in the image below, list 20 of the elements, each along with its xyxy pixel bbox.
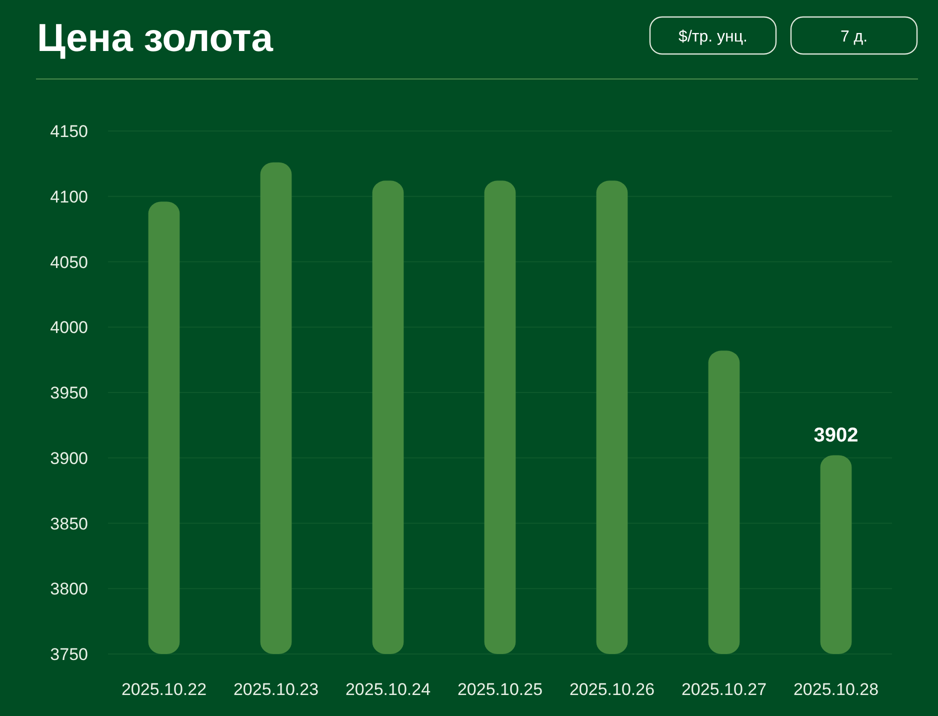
data-label: 3902	[814, 424, 858, 446]
text: 7 д.	[840, 28, 868, 46]
x-tick-label: 2025.10.24	[345, 680, 431, 699]
y-tick-label: 4000	[50, 318, 88, 338]
y-tick-label: 4150	[50, 122, 88, 141]
y-tick-label: 4050	[50, 252, 88, 272]
x-tick-label: 2025.10.28	[793, 680, 879, 699]
x-tick-label: 2025.10.22	[121, 680, 207, 699]
x-tick-label: 2025.10.26	[569, 680, 655, 699]
y-tick-label: 3850	[50, 514, 88, 534]
y-tick-label: 3750	[50, 645, 88, 664]
x-tick-label: 2025.10.23	[233, 680, 319, 699]
chart-title: Цена золота	[37, 17, 274, 60]
y-tick-label: 3900	[50, 448, 88, 468]
x-tick-label: 2025.10.27	[681, 680, 767, 699]
text: $/тр. унц.	[678, 28, 748, 46]
x-tick-label: 2025.10.25	[457, 680, 543, 699]
y-tick-label: 4100	[50, 187, 88, 206]
y-tick-label: 3800	[50, 580, 88, 599]
y-tick-label: 3950	[50, 384, 88, 402]
